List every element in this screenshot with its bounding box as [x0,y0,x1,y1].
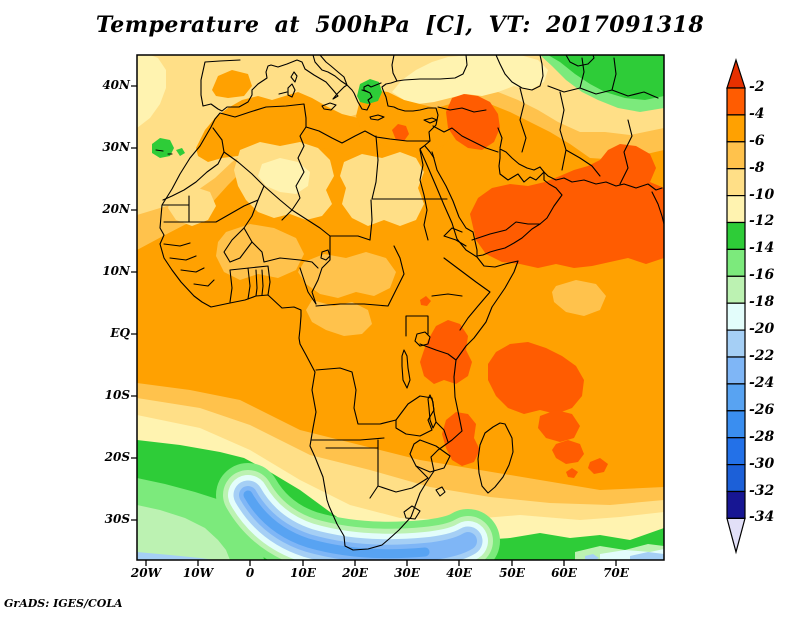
lat-tick-label: 20S [104,450,130,464]
plot-frame [131,54,665,566]
colorbar-label: -8 [749,160,765,176]
lat-tick-label: 10N [102,264,130,278]
colorbar-segment [726,114,746,143]
lat-tick-label: 30N [102,140,130,154]
colorbar-label: -12 [749,213,775,229]
lon-tick-label: 10E [290,566,316,580]
grads-credit: GrADS: IGES/COLA [4,597,123,610]
lat-tick-label: 20N [102,202,130,216]
lat-tick-label: 30S [104,512,130,526]
colorbar-segment [726,356,746,385]
colorbar-segment [726,302,746,331]
colorbar-label: -20 [749,321,775,337]
colorbar-label: -18 [749,294,775,310]
lon-tick-label: 70E [603,566,629,580]
lon-tick-label: 50E [499,566,525,580]
colorbar-label: -16 [749,267,775,283]
colorbar-segment [726,248,746,277]
colorbar-label: -14 [749,240,775,256]
colorbar-label: -26 [749,402,775,418]
axis-ticks [131,85,617,566]
colorbar-segment [726,437,746,466]
colorbar-segment [726,195,746,224]
lat-tick-label: EQ [110,326,130,340]
colorbar-arrow-top [726,58,746,89]
colorbar-segment [726,410,746,439]
lat-tick-label: 40N [102,78,130,92]
lon-tick-label: 10W [182,566,214,580]
plot-title: Temperature at 500hPa [C], VT: 201709131… [95,12,705,38]
colorbar-label: -6 [749,133,765,149]
colorbar-label: -10 [749,187,775,203]
colorbar-label: -34 [749,509,775,525]
lon-tick-label: 0 [245,566,255,580]
colorbar-segment [726,87,746,116]
lon-tick-label: 20W [130,566,162,580]
lon-tick-label: 60E [551,566,577,580]
colorbar-arrow-bottom [726,517,746,555]
colorbar-label: -32 [749,483,775,499]
lon-tick-label: 40E [446,566,472,580]
colorbar-segment [726,329,746,358]
colorbar-segment [726,464,746,493]
colorbar-label: -30 [749,456,775,472]
lon-tick-label: 30E [394,566,420,580]
lat-tick-label: 10S [104,388,130,402]
colorbar-segment [726,221,746,250]
colorbar [726,58,746,555]
colorbar-segment [726,275,746,304]
colorbar-segment [726,490,746,519]
colorbar-label: -2 [749,79,765,95]
colorbar-segment [726,168,746,197]
temperature-field [137,55,664,560]
colorbar-segment [726,383,746,412]
colorbar-label: -4 [749,106,765,122]
colorbar-label: -22 [749,348,775,364]
coastlines-and-borders [155,55,664,551]
lon-tick-label: 20E [342,566,368,580]
colorbar-segment [726,141,746,170]
colorbar-label: -24 [749,375,775,391]
colorbar-label: -28 [749,429,775,445]
